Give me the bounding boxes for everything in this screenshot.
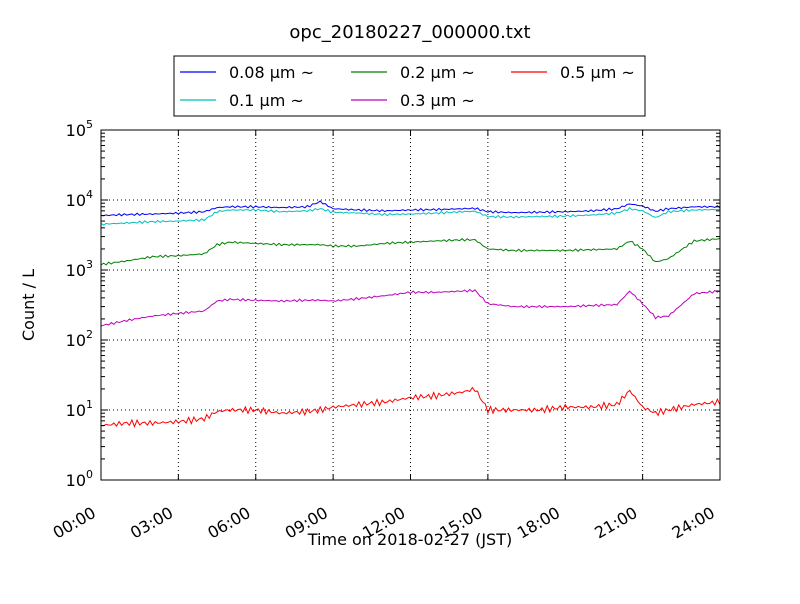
legend-box xyxy=(173,55,646,117)
series-line-1 xyxy=(100,206,721,226)
legend-label: 0.5 μm ~ xyxy=(560,63,635,82)
legend-label: 0.08 μm ~ xyxy=(229,63,314,82)
series-lines xyxy=(100,200,721,428)
legend-label: 0.1 μm ~ xyxy=(229,91,304,110)
chart-title: opc_20180227_000000.txt xyxy=(289,22,530,43)
legend-label: 0.2 μm ~ xyxy=(400,63,475,82)
legend-label: 0.3 μm ~ xyxy=(400,91,475,110)
legend: 0.08 μm ~ 0.1 μm ~ 0.2 μm ~ 0.3 μm ~ 0.5 μm … xyxy=(173,55,646,117)
x-axis-label: Time on 2018-02-27 (JST) xyxy=(307,530,512,549)
series-line-4 xyxy=(100,386,721,428)
y-axis-label: Count / L xyxy=(19,269,38,341)
series-line-2 xyxy=(100,237,721,266)
series-line-0 xyxy=(100,200,721,217)
series-line-3 xyxy=(100,288,721,327)
